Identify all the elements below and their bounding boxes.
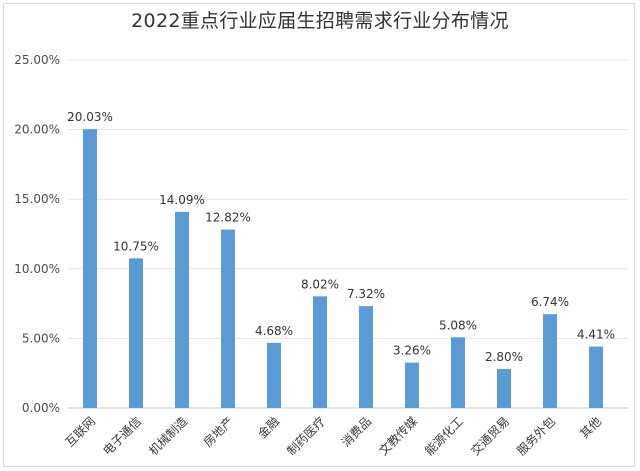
bar xyxy=(497,369,511,408)
data-label: 14.09% xyxy=(159,193,205,207)
x-tick-label: 金融 xyxy=(255,414,283,442)
chart-title: 2022重点行业应届生招聘需求行业分布情况 xyxy=(131,10,509,32)
data-label: 8.02% xyxy=(301,277,339,291)
x-tick-label: 交通贸易 xyxy=(468,414,513,459)
data-label: 10.75% xyxy=(113,239,159,253)
bar xyxy=(129,258,143,408)
x-tick-label: 能源化工 xyxy=(422,414,466,458)
y-tick-label: 20.00% xyxy=(14,123,60,137)
data-label: 12.82% xyxy=(205,211,251,225)
x-tick-label: 电子通信 xyxy=(100,414,144,458)
y-tick-label: 0.00% xyxy=(22,401,60,415)
data-label: 5.08% xyxy=(439,318,477,332)
bar xyxy=(405,362,419,408)
bar xyxy=(175,211,189,408)
x-tick-label: 房地产 xyxy=(200,414,236,450)
data-label: 2.80% xyxy=(485,350,523,364)
y-tick-label: 5.00% xyxy=(22,331,60,345)
x-tick-label: 消费品 xyxy=(339,414,374,449)
data-label: 4.41% xyxy=(577,328,615,342)
bar xyxy=(359,306,373,408)
bar xyxy=(589,346,603,408)
y-tick-label: 25.00% xyxy=(14,53,60,67)
bar xyxy=(221,229,235,408)
data-label: 3.26% xyxy=(393,344,431,358)
data-label: 6.74% xyxy=(531,295,569,309)
x-tick-label: 制药医疗 xyxy=(284,414,328,458)
bar xyxy=(543,314,557,408)
x-tick-label: 机械制造 xyxy=(146,414,191,459)
x-tick-label: 其他 xyxy=(577,414,604,441)
x-tick-label: 服务外包 xyxy=(514,414,559,459)
x-tick-label: 互联网 xyxy=(63,414,98,449)
y-tick-label: 15.00% xyxy=(14,192,60,206)
data-label: 7.32% xyxy=(347,287,385,301)
data-label: 4.68% xyxy=(255,324,293,338)
bar xyxy=(267,342,281,408)
bar xyxy=(83,129,97,408)
y-tick-label: 10.00% xyxy=(14,262,60,276)
bar xyxy=(313,296,327,408)
bar xyxy=(451,337,465,408)
x-tick-label: 文教传媒 xyxy=(376,414,421,459)
data-label: 20.03% xyxy=(67,110,113,124)
